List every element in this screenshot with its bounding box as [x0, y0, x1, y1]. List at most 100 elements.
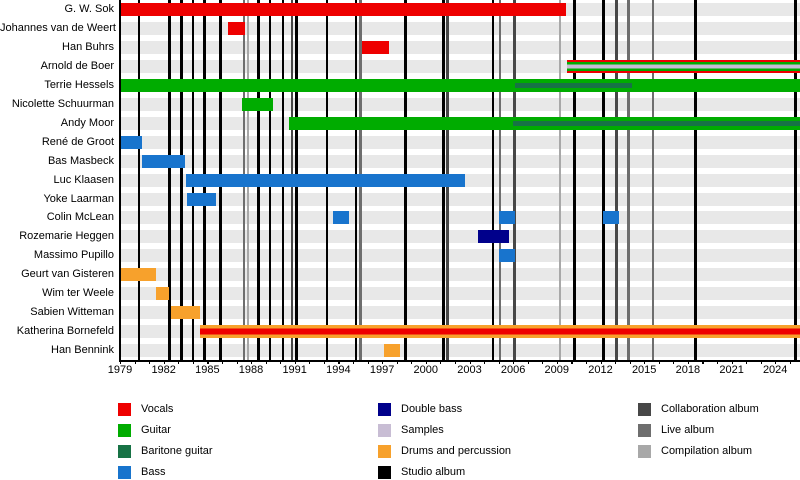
- row-background-stripe: [120, 249, 800, 263]
- x-axis-year-label: 1994: [326, 364, 351, 376]
- live-album-line: [651, 0, 655, 360]
- row-label-arnold-de-boer: Arnold de Boer: [40, 59, 114, 72]
- studio-album-line: [137, 0, 141, 360]
- legend-label-samples: Samples: [401, 424, 444, 436]
- x-axis-year-label: 1997: [369, 364, 395, 376]
- row-label-yoke-laarman: Yoke Laarman: [43, 192, 114, 205]
- row-background-stripe: [120, 97, 800, 111]
- x-axis-tick: [309, 360, 311, 364]
- live-album-line: [627, 0, 630, 360]
- bar-katherina-bornefeld-drums-vocals: [200, 325, 800, 339]
- legend-swatch-guitar: [118, 424, 131, 437]
- x-axis-tick: [644, 360, 646, 364]
- legend-label-double-bass: Double bass: [401, 403, 463, 415]
- row-background-stripe: [120, 211, 800, 225]
- row-label-sabien-witteman: Sabien Witteman: [30, 306, 114, 319]
- x-axis-year-label: 2006: [500, 364, 526, 376]
- row-label-geurt-van-gisteren: Geurt van Gisteren: [21, 268, 114, 281]
- row-label-rene-de-groot: René de Groot: [41, 135, 114, 148]
- x-axis-tick: [513, 360, 515, 364]
- studio-album-line: [602, 0, 605, 360]
- x-axis-tick: [556, 360, 558, 364]
- x-axis-year-label: 1991: [282, 364, 307, 376]
- x-axis-tick: [586, 360, 588, 364]
- x-axis-tick: [382, 360, 384, 364]
- x-axis-tick: [687, 360, 690, 364]
- legend-swatch-samples: [378, 424, 391, 437]
- bar-nicolette-schuurman-guitar: [242, 97, 273, 111]
- x-axis-tick: [760, 360, 762, 364]
- live-album-line: [498, 0, 502, 360]
- legend-swatch-drums-and-percussion: [378, 445, 391, 458]
- bar-geurt-van-gisteren-drums: [120, 268, 157, 282]
- x-axis-tick: [469, 360, 471, 364]
- row-label-luc-klaasen: Luc Klaasen: [53, 173, 114, 186]
- x-axis-tick: [163, 360, 165, 364]
- row-label-massimo-pupillo: Massimo Pupillo: [33, 249, 114, 262]
- row-label-han-buhrs: Han Buhrs: [62, 40, 114, 53]
- bar-han-buhrs-vocals: [361, 40, 390, 54]
- legend-label-live-album: Live album: [661, 424, 715, 436]
- collaboration-album-line: [615, 0, 618, 360]
- x-axis-tick: [120, 360, 122, 364]
- row-background-stripe: [120, 230, 800, 244]
- row-label-johannes-van-de-weert: Johannes van de Weert: [0, 21, 116, 34]
- bar-johannes-van-de-weert-vocals: [227, 21, 246, 35]
- x-axis-year-label: 2000: [413, 364, 439, 376]
- x-axis-year-label: 1982: [151, 364, 176, 376]
- row-label-wim-ter-weele: Wim ter Weele: [42, 287, 114, 300]
- x-axis-year-label: 2024: [762, 364, 788, 376]
- legend-swatch-collaboration-album: [638, 403, 651, 416]
- x-axis-year-label: 1988: [238, 364, 264, 376]
- bar-andy-moor-baritone-guitar: [513, 120, 800, 126]
- x-axis-tick: [338, 360, 340, 364]
- row-label-terrie-hessels: Terrie Hessels: [44, 78, 114, 91]
- legend-label-guitar: Guitar: [141, 424, 171, 436]
- studio-album-line: [794, 0, 797, 360]
- x-axis-tick: [396, 360, 398, 364]
- legend-label-studio-album: Studio album: [401, 466, 466, 478]
- studio-album-line: [168, 0, 171, 360]
- row-background-stripe: [120, 306, 800, 320]
- bar-wim-ter-weele-drums: [156, 287, 170, 301]
- x-axis-tick: [280, 360, 282, 364]
- collaboration-album-line: [513, 0, 516, 360]
- bar-colin-mclean-bass: [603, 211, 620, 225]
- studio-album-line: [694, 0, 697, 360]
- bar-han-bennink-drums: [383, 344, 400, 358]
- legend-label-baritone-guitar: Baritone guitar: [141, 445, 213, 457]
- row-label-han-bennink: Han Bennink: [51, 344, 114, 357]
- row-label-g-w-sok: G. W. Sok: [64, 3, 114, 15]
- row-label-katherina-bornefeld: Katherina Bornefeld: [16, 325, 114, 338]
- x-axis-tick: [294, 360, 296, 364]
- x-axis-tick: [411, 360, 413, 364]
- row-label-rozemarie-heggen: Rozemarie Heggen: [19, 230, 114, 243]
- legend-swatch-vocals: [118, 403, 131, 416]
- x-axis-tick: [323, 360, 326, 364]
- row-background-stripe: [120, 287, 800, 301]
- bar-rene-de-groot-bass: [120, 135, 142, 149]
- legend-label-bass: Bass: [141, 466, 166, 478]
- legend-label-collaboration-album: Collaboration album: [661, 403, 759, 415]
- bar-yoke-laarman-bass: [187, 192, 217, 206]
- x-axis-year-label: 2012: [588, 364, 613, 376]
- x-axis-tick: [265, 360, 267, 364]
- x-axis-tick: [192, 360, 194, 364]
- legend-swatch-baritone-guitar: [118, 445, 131, 458]
- x-axis-year-label: 1985: [195, 364, 220, 376]
- x-axis-year-label: 2018: [675, 364, 701, 376]
- x-axis-tick: [571, 360, 573, 364]
- x-axis-tick: [731, 360, 733, 364]
- bar-luc-klaasen-bass: [185, 173, 466, 187]
- legend-swatch-double-bass: [378, 403, 391, 416]
- x-axis-tick: [717, 360, 719, 364]
- x-axis-year-label: 2015: [631, 364, 657, 376]
- x-axis-tick: [484, 360, 486, 364]
- bar-terrie-hessels-guitar: [120, 78, 800, 92]
- x-axis-year-label: 2021: [719, 364, 744, 376]
- row-background-stripe: [120, 135, 800, 149]
- legend-label-compilation-album: Compilation album: [661, 445, 753, 457]
- x-axis-tick: [658, 360, 660, 364]
- studio-album-line: [573, 0, 576, 360]
